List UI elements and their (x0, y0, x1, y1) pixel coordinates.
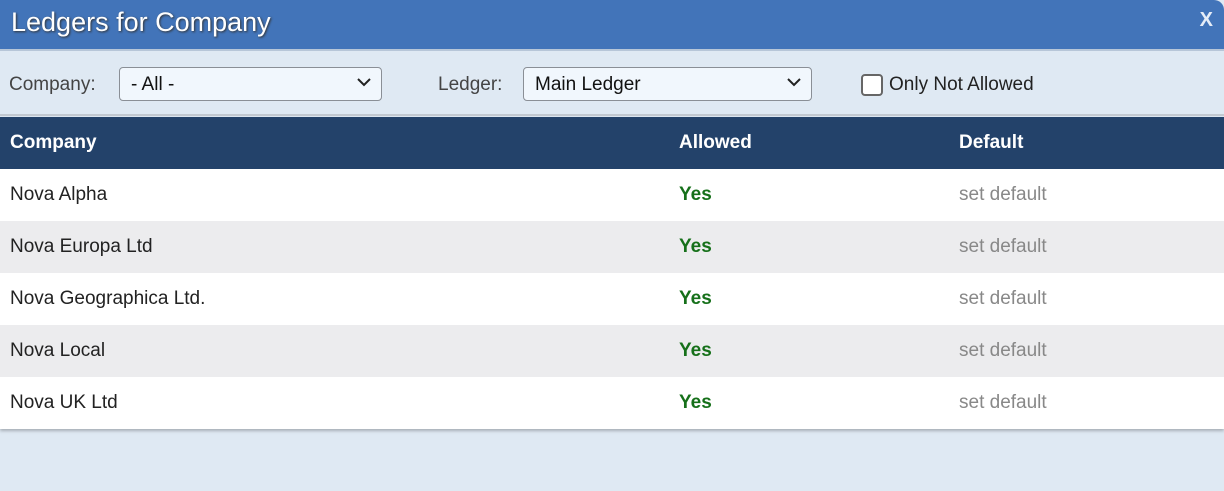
column-header-default[interactable]: Default (959, 132, 1024, 153)
company-cell: Nova Geographica Ltd. (10, 288, 206, 309)
set-default-link[interactable]: set default (959, 340, 1047, 361)
company-select-value: - All - (131, 74, 175, 95)
ledger-filter-label: Ledger: (438, 74, 503, 95)
set-default-link[interactable]: set default (959, 392, 1047, 413)
company-cell: Nova Alpha (10, 184, 108, 205)
ledger-select-value: Main Ledger (535, 74, 641, 95)
table-row: Nova Local Yes set default (0, 325, 1224, 377)
company-cell: Nova Europa Ltd (10, 236, 153, 257)
ledger-select[interactable]: Main Ledger (523, 67, 812, 101)
allowed-cell[interactable]: Yes (679, 392, 712, 413)
company-filter-label: Company: (9, 74, 96, 95)
company-cell: Nova UK Ltd (10, 392, 118, 413)
company-cell: Nova Local (10, 340, 106, 361)
dialog-title-bar: Ledgers for Company X (0, 0, 1224, 51)
column-header-company[interactable]: Company (10, 132, 97, 153)
close-button[interactable]: X (1199, 9, 1213, 31)
chevron-down-icon (357, 78, 371, 87)
only-not-allowed-label[interactable]: Only Not Allowed (889, 74, 1034, 95)
filter-bar: Company: - All - Ledger: Main Ledger Onl… (0, 51, 1224, 116)
set-default-link[interactable]: set default (959, 288, 1047, 309)
table-row: Nova Geographica Ltd. Yes set default (0, 273, 1224, 325)
allowed-cell[interactable]: Yes (679, 340, 712, 361)
company-select[interactable]: - All - (119, 67, 382, 101)
table-row: Nova Europa Ltd Yes set default (0, 221, 1224, 273)
column-header-allowed[interactable]: Allowed (679, 132, 752, 153)
chevron-down-icon (787, 78, 801, 87)
dialog-title: Ledgers for Company (11, 7, 271, 37)
allowed-cell[interactable]: Yes (679, 288, 712, 309)
allowed-cell[interactable]: Yes (679, 184, 712, 205)
only-not-allowed-checkbox[interactable] (861, 74, 883, 96)
set-default-link[interactable]: set default (959, 184, 1047, 205)
allowed-cell[interactable]: Yes (679, 236, 712, 257)
table-header: Company Allowed Default (0, 117, 1224, 169)
table-row: Nova Alpha Yes set default (0, 169, 1224, 221)
table-row: Nova UK Ltd Yes set default (0, 377, 1224, 429)
ledger-company-table: Company Allowed Default Nova Alpha Yes s… (0, 117, 1224, 429)
set-default-link[interactable]: set default (959, 236, 1047, 257)
